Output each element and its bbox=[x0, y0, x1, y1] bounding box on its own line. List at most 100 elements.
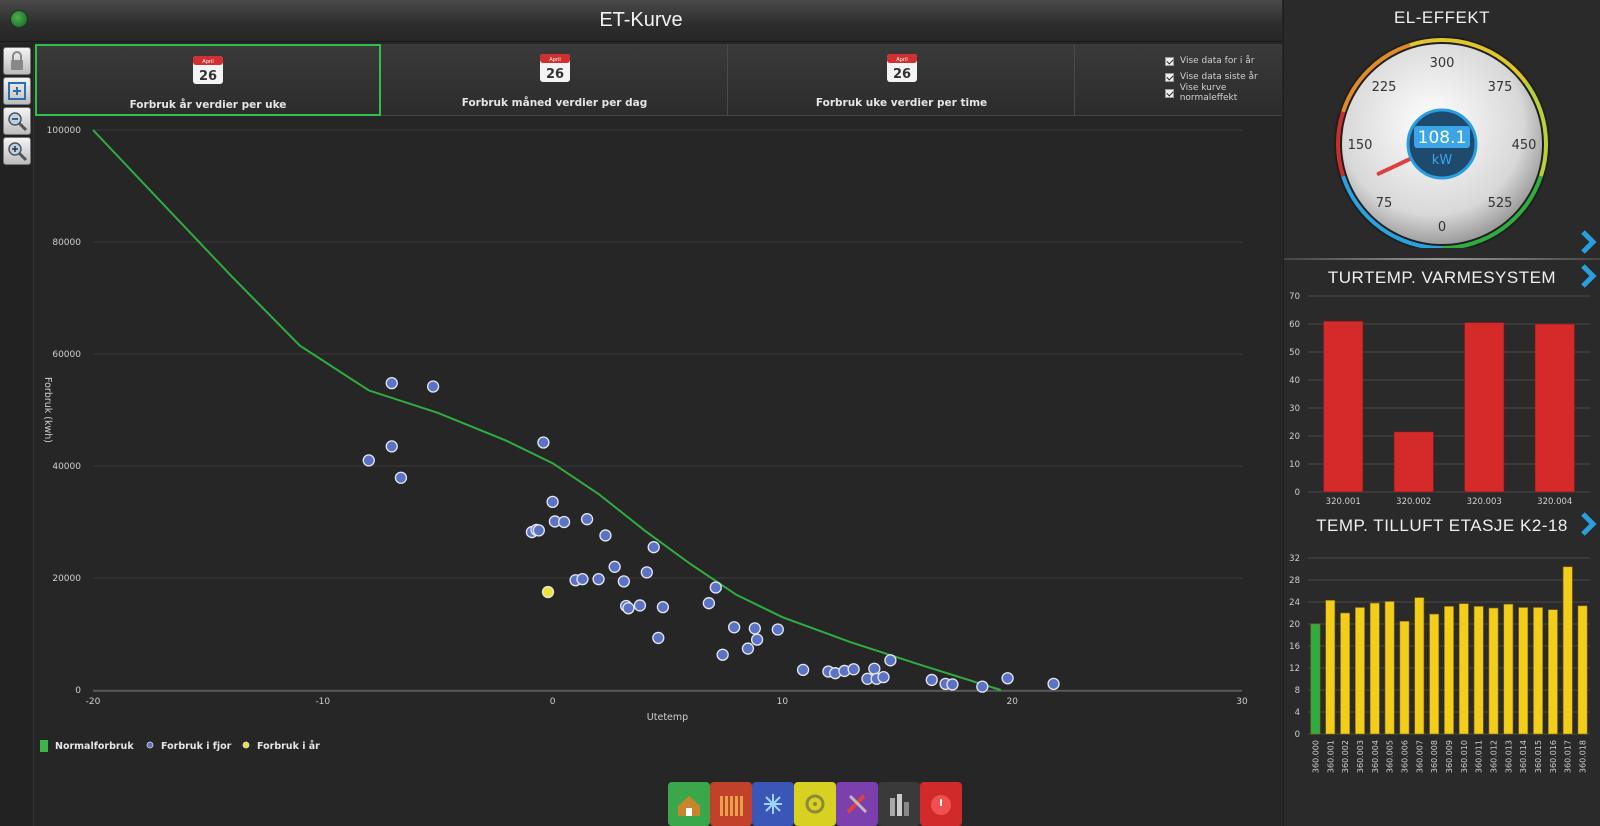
x-tick-label: 360.007 bbox=[1415, 740, 1424, 773]
chevron-right-icon[interactable] bbox=[1579, 512, 1597, 536]
y-tick-label: 40 bbox=[1289, 376, 1300, 386]
checkbox-box[interactable] bbox=[1165, 56, 1174, 66]
data-point bbox=[426, 380, 440, 393]
tab-label: Forbruk år verdier per uke bbox=[129, 99, 287, 111]
snowflake-icon[interactable] bbox=[752, 782, 794, 826]
bar bbox=[1399, 620, 1410, 735]
bar bbox=[1488, 607, 1499, 735]
legend-label: Normalforbruk bbox=[55, 741, 134, 752]
checkbox-box[interactable] bbox=[1165, 72, 1174, 82]
gauge-ring-segment bbox=[1524, 81, 1548, 177]
data-point bbox=[709, 581, 722, 594]
y-tick-label: 0 bbox=[75, 686, 81, 696]
data-point bbox=[532, 524, 545, 537]
y-tick-label: 60000 bbox=[52, 350, 81, 360]
y-tick-label: 20 bbox=[1289, 620, 1300, 630]
data-point bbox=[576, 572, 589, 586]
calendar-icon: April 26 bbox=[886, 54, 917, 82]
data-point bbox=[617, 575, 630, 588]
y-tick-label: 80000 bbox=[52, 238, 81, 248]
bar bbox=[1533, 607, 1543, 735]
display-options: Vise data for i år Vise data siste år Vi… bbox=[1165, 53, 1282, 103]
alarm-icon[interactable] bbox=[920, 782, 962, 826]
gauge-scale-label: 525 bbox=[1488, 196, 1513, 211]
gauge-scale-label: 375 bbox=[1488, 80, 1513, 95]
data-point bbox=[727, 621, 741, 634]
y-tick-label: 20000 bbox=[52, 574, 81, 584]
ventilation-icon[interactable] bbox=[794, 782, 836, 826]
data-point bbox=[847, 663, 860, 676]
bar bbox=[1340, 612, 1351, 735]
bar bbox=[1310, 623, 1321, 735]
x-tick-label: 360.013 bbox=[1504, 740, 1513, 773]
x-tick-label: 360.016 bbox=[1549, 740, 1558, 773]
bar bbox=[1458, 603, 1469, 735]
data-point bbox=[868, 662, 881, 675]
tab-year-per-week[interactable]: April 26 Forbruk år verdier per uke bbox=[35, 44, 381, 116]
data-point bbox=[394, 471, 408, 484]
zoom-out-icon[interactable] bbox=[3, 107, 31, 135]
y-tick-label: 20 bbox=[1289, 432, 1300, 442]
bar bbox=[1444, 606, 1454, 735]
gauge-scale-label: 75 bbox=[1376, 196, 1393, 211]
bar bbox=[1323, 320, 1364, 493]
chart-title-tilluft: TEMP. TILLUFT ETASJE K2-18 bbox=[1316, 516, 1568, 535]
y-tick-label: 30 bbox=[1289, 404, 1300, 414]
data-point bbox=[976, 680, 989, 693]
tab-month-per-day[interactable]: April 26 Forbruk måned verdier per dag bbox=[382, 44, 728, 116]
data-point bbox=[537, 436, 550, 449]
bar bbox=[1325, 600, 1336, 735]
data-point bbox=[622, 602, 635, 615]
meter-icon[interactable] bbox=[878, 782, 920, 826]
tools-icon[interactable] bbox=[836, 782, 878, 826]
checkbox-this-year[interactable]: Vise data for i år bbox=[1165, 53, 1282, 69]
data-point bbox=[541, 585, 555, 599]
x-tick-label: 360.005 bbox=[1386, 740, 1395, 773]
title-bar: ET-Kurve bbox=[0, 0, 1282, 42]
checkbox-normal-curve[interactable]: Vise kurve normaleffekt bbox=[1165, 83, 1282, 103]
checkbox-label: Vise data siste år bbox=[1180, 72, 1258, 82]
x-tick-label: 320.002 bbox=[1396, 497, 1431, 507]
bar bbox=[1518, 607, 1529, 735]
x-tick-label: 360.001 bbox=[1326, 740, 1335, 773]
x-tick-label: 30 bbox=[1236, 697, 1248, 707]
y-tick-label: 8 bbox=[1295, 686, 1300, 696]
fit-screen-icon[interactable] bbox=[3, 77, 31, 105]
app-logo-icon bbox=[10, 10, 28, 28]
checkbox-label: Vise kurve normaleffekt bbox=[1179, 83, 1238, 103]
x-tick-label: 360.015 bbox=[1534, 740, 1543, 773]
bar bbox=[1355, 607, 1365, 735]
y-axis-label: Forbruk (kwh) bbox=[42, 377, 53, 443]
radiator-icon[interactable] bbox=[710, 782, 752, 826]
gauge-title: EL-EFFEKT bbox=[1393, 8, 1491, 27]
svg-text:April: April bbox=[549, 57, 560, 63]
el-effekt-gauge: 0 75 150 225 300 375 450 525 108.1 kW bbox=[1334, 36, 1550, 248]
data-point bbox=[640, 566, 653, 579]
data-point bbox=[580, 513, 594, 526]
chevron-right-icon[interactable] bbox=[1579, 264, 1597, 288]
bar bbox=[1384, 601, 1395, 735]
x-tick-label: 320.003 bbox=[1467, 497, 1502, 507]
bar bbox=[1393, 431, 1434, 493]
gauge-unit: kW bbox=[1432, 153, 1453, 168]
y-tick-label: 28 bbox=[1289, 576, 1300, 586]
bar bbox=[1369, 602, 1380, 735]
gauge-scale-label: 225 bbox=[1372, 80, 1397, 95]
house-icon[interactable] bbox=[668, 782, 710, 826]
checkbox-last-year[interactable]: Vise data siste år bbox=[1165, 69, 1282, 85]
data-point bbox=[925, 673, 938, 687]
tab-label: Forbruk måned verdier per dag bbox=[461, 97, 648, 109]
data-point bbox=[599, 529, 612, 542]
tab-week-per-hour[interactable]: April 26 Forbruk uke verdier per time bbox=[729, 44, 1075, 116]
lock-icon[interactable] bbox=[3, 47, 31, 75]
bar bbox=[1547, 609, 1558, 735]
gauge-value: 108.1 bbox=[1418, 128, 1467, 148]
x-tick-label: 320.001 bbox=[1326, 497, 1361, 507]
x-tick-label: -20 bbox=[86, 697, 101, 707]
checkbox-box[interactable] bbox=[1165, 88, 1174, 98]
chevron-right-icon[interactable] bbox=[1579, 230, 1597, 254]
zoom-in-icon[interactable] bbox=[3, 137, 31, 165]
x-tick-label: 10 bbox=[777, 697, 789, 707]
svg-text:April: April bbox=[202, 59, 213, 65]
y-tick-label: 100000 bbox=[47, 126, 82, 136]
